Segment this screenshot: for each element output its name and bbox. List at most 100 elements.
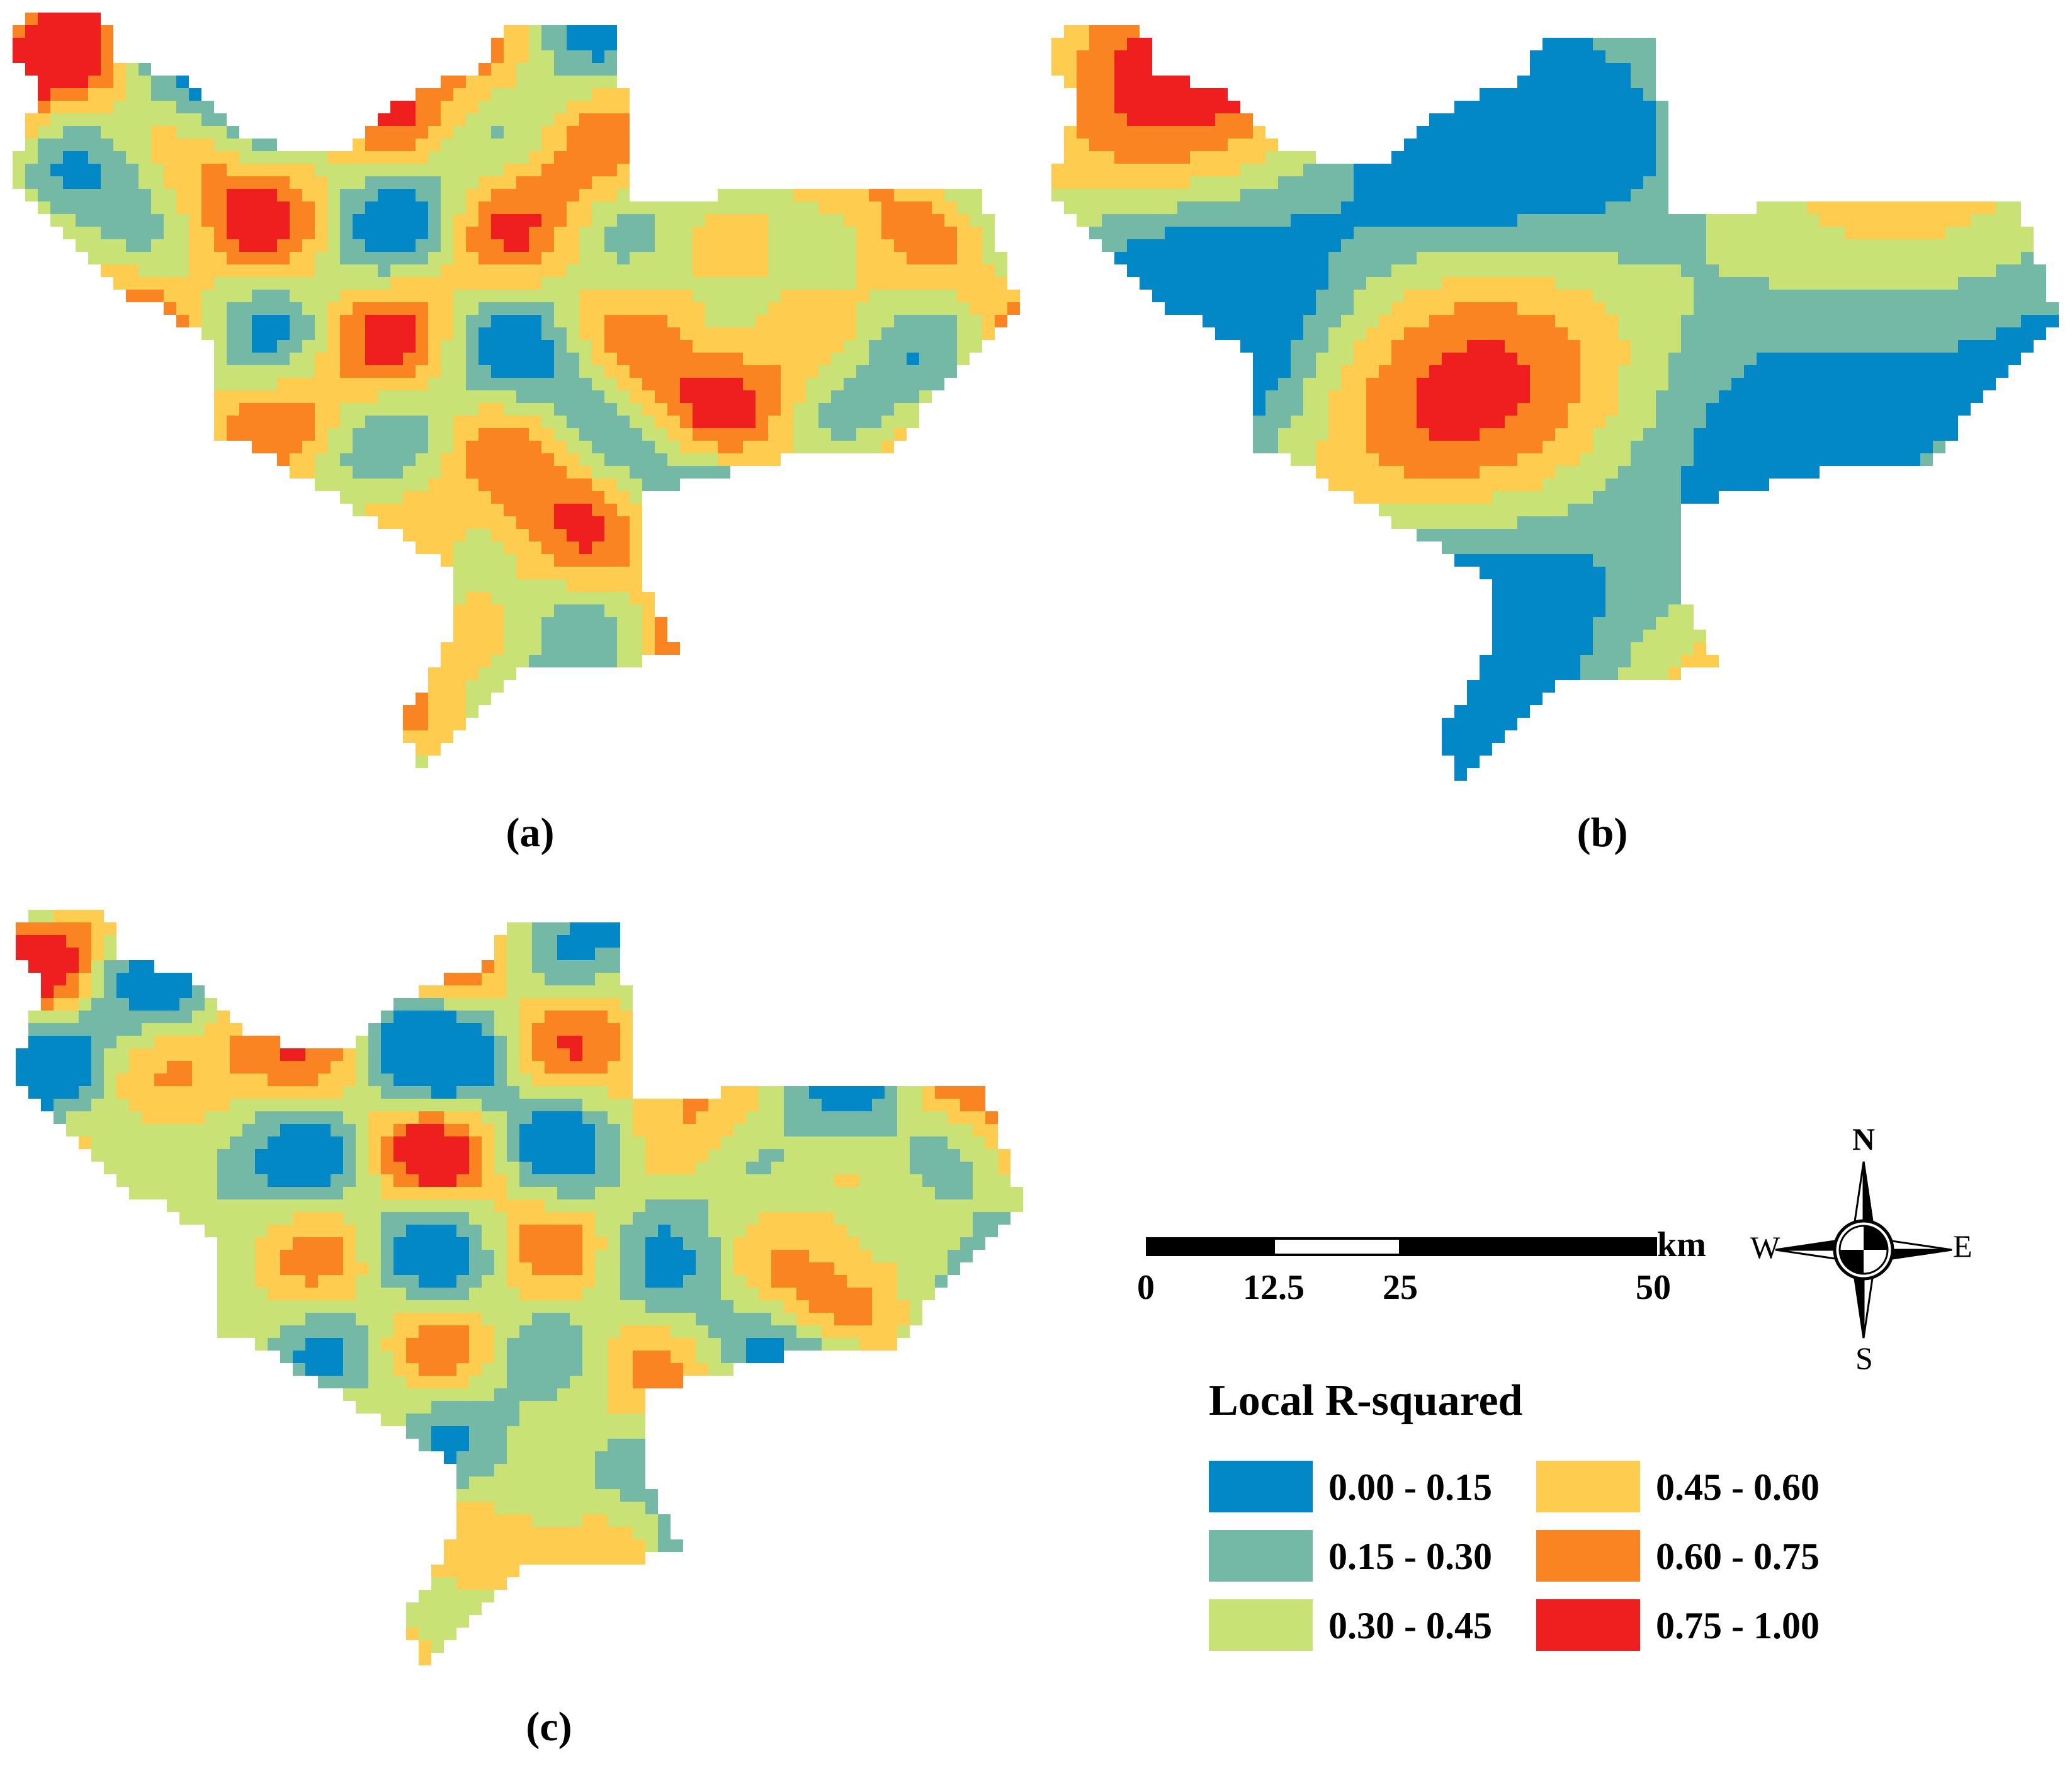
raster-cell [16,948,28,960]
raster-cell [201,126,214,139]
raster-cell [179,1086,192,1099]
raster-cell [1895,378,1908,390]
raster-cell [428,378,441,390]
raster-cell [343,1086,356,1099]
raster-cell [793,264,806,277]
raster-cell [1064,151,1077,164]
raster-cell [1492,554,1505,567]
raster-cell [693,353,705,365]
raster-cell [217,1099,230,1111]
raster-cell [2021,227,2034,239]
raster-cell [343,1048,356,1061]
raster-cell [403,491,416,504]
raster-cell [1291,428,1303,441]
raster-cell [365,428,378,441]
raster-cell [176,264,189,277]
raster-cell [831,201,844,214]
raster-cell [1618,63,1631,76]
raster-cell [1618,655,1631,667]
raster-cell [1996,290,2008,302]
raster-cell [667,378,680,390]
raster-cell [466,88,478,101]
raster-cell [1543,302,1555,315]
raster-cell [554,101,567,113]
raster-cell [1908,327,1920,340]
raster-cell [466,189,478,201]
raster-cell [1945,214,1958,227]
raster-cell [453,705,466,718]
raster-cell [1782,214,1794,227]
raster-cell [519,1074,532,1086]
raster-cell [1618,50,1631,63]
raster-cell [1391,264,1404,277]
raster-cell [567,541,579,554]
raster-cell [595,1036,608,1048]
raster-cell [554,139,567,151]
raster-cell [1857,441,1870,453]
raster-cell [592,151,604,164]
raster-cell [1177,101,1190,113]
raster-cell [1492,227,1505,239]
raster-cell [604,617,617,630]
raster-cell [428,718,441,730]
raster-cell [1908,403,1920,416]
raster-cell [642,390,655,403]
raster-cell [1442,730,1454,743]
raster-cell [1920,416,1933,428]
raster-cell [617,592,630,604]
raster-cell [1404,264,1417,277]
raster-cell [79,985,91,998]
raster-cell [478,604,491,617]
raster-cell [378,252,390,264]
raster-cell [970,277,982,290]
raster-cell [491,541,504,554]
raster-cell [1379,353,1391,365]
raster-cell [730,340,743,353]
raster-cell [1454,113,1467,126]
raster-cell [617,302,630,315]
raster-cell [1467,101,1480,113]
raster-cell [151,113,164,126]
raster-cell [41,948,54,960]
raster-cell [378,516,390,529]
raster-cell [1429,113,1442,126]
raster-cell [1492,680,1505,693]
raster-cell [441,76,453,88]
raster-cell [1480,365,1492,378]
raster-cell [554,353,567,365]
raster-cell [466,277,478,290]
raster-cell [88,88,101,101]
raster-cell [1417,516,1429,529]
raster-cell [579,516,592,529]
raster-cell [76,25,88,38]
raster-cell [1971,378,1983,390]
raster-cell [1631,340,1643,353]
raster-cell [1857,302,1870,315]
raster-cell [519,935,532,948]
raster-cell [1505,491,1517,504]
raster-cell [302,365,315,378]
raster-cell [554,88,567,101]
raster-cell [516,126,529,139]
raster-cell [1631,353,1643,365]
raster-cell [667,277,680,290]
raster-cell [466,176,478,189]
raster-cell [318,1061,331,1074]
raster-cell [164,113,176,126]
raster-cell [390,176,403,189]
raster-cell [1593,38,1605,50]
raster-cell [1820,227,1832,239]
raster-cell [1530,113,1543,126]
raster-cell [1694,353,1706,365]
raster-cell [655,403,667,416]
raster-cell [482,998,494,1011]
raster-cell [16,1048,28,1061]
raster-cell [1505,630,1517,642]
raster-cell [516,642,529,655]
raster-cell [1794,403,1807,416]
raster-cell [1958,390,1971,403]
raster-cell [516,479,529,491]
raster-cell [416,302,428,315]
raster-cell [227,227,239,239]
raster-cell [567,617,579,630]
